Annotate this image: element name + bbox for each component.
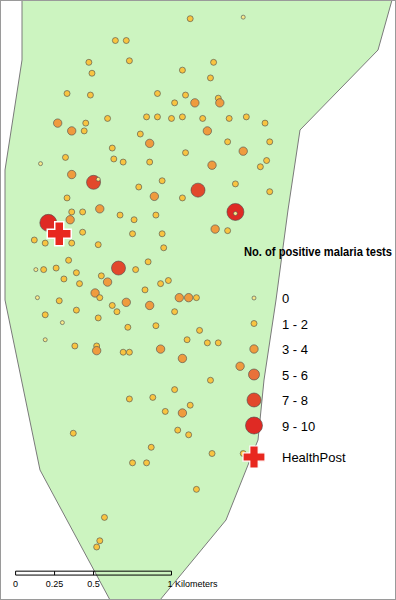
svg-text:0: 0 [13,579,18,589]
svg-text:3 - 4: 3 - 4 [282,342,308,357]
svg-text:HealthPost: HealthPost [282,450,346,465]
svg-text:1 - 2: 1 - 2 [282,317,308,332]
svg-text:0.25: 0.25 [46,579,64,589]
svg-text:7 - 8: 7 - 8 [282,393,308,408]
svg-text:No. of positive malaria tests: No. of positive malaria tests [244,244,392,259]
svg-text:9 - 10: 9 - 10 [282,419,315,434]
svg-text:0: 0 [282,291,289,306]
svg-text:5 - 6: 5 - 6 [282,368,308,383]
svg-text:1 Kilometers: 1 Kilometers [167,579,218,589]
svg-text:0.5: 0.5 [87,579,100,589]
